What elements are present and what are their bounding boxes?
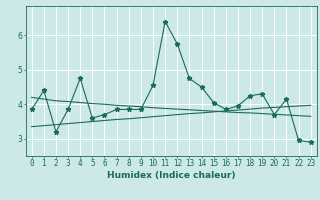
- X-axis label: Humidex (Indice chaleur): Humidex (Indice chaleur): [107, 171, 236, 180]
